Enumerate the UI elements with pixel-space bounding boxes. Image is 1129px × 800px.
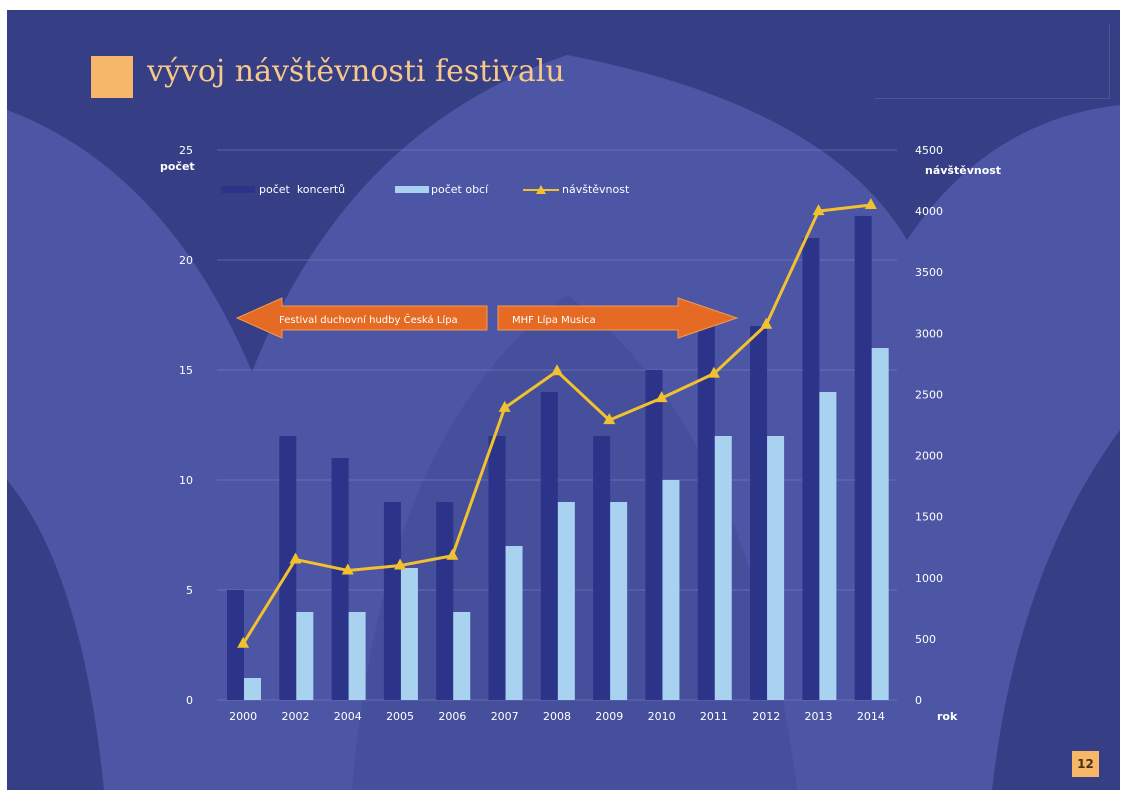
- arrow-right-musica: [497, 297, 739, 339]
- y-tick-label: 10: [179, 474, 193, 487]
- x-tick-label: 2013: [805, 710, 833, 723]
- x-tick-label: 2000: [229, 710, 257, 723]
- bar-pocet-obci: [871, 348, 889, 700]
- legend-swatch-obce: [395, 186, 429, 193]
- bar-pocet-obci: [819, 392, 837, 700]
- y-axis-title: počet: [160, 160, 195, 173]
- marker-navstevnost: [446, 548, 459, 560]
- axes: 0 5 10 15 20 25 0 500 1000 1500 2000 2500 3000 3500 40…: [179, 144, 943, 723]
- bar-pocet-obci: [610, 502, 628, 700]
- y-tick-label: 15: [179, 364, 193, 377]
- marker-navstevnost: [864, 198, 877, 209]
- legend-swatch-koncerty: [221, 186, 255, 193]
- x-tick-label: 2010: [648, 710, 676, 723]
- bar-pocet-koncertu: [854, 216, 872, 700]
- corner-rule-vertical: [1109, 24, 1110, 99]
- marker-navstevnost: [551, 364, 563, 376]
- x-tick-label: 2002: [281, 710, 309, 723]
- x-axis-title: rok: [937, 710, 958, 723]
- chart: Festival duchovní hudby Česká Lípa MHF L…: [160, 144, 1001, 723]
- bar-pocet-koncertu: [802, 238, 820, 700]
- x-tick-label: 2005: [386, 710, 414, 723]
- legend-marker-navstevnost: [536, 185, 546, 194]
- bar-pocet-obci: [767, 436, 785, 700]
- bar-pocet-obci: [453, 612, 471, 700]
- y-tick-label: 20: [179, 254, 193, 267]
- y2-tick-label: 2500: [915, 388, 943, 401]
- corner-rule: [875, 98, 1110, 99]
- x-tick-label: 2006: [438, 710, 466, 723]
- arrow-right-label: MHF Lípa Musica: [512, 314, 596, 326]
- bar-pocet-obci: [505, 546, 523, 700]
- marker-navstevnost: [341, 563, 354, 575]
- slide-title: vývoj návštěvnosti festivalu: [147, 54, 565, 89]
- marker-navstevnost: [394, 558, 407, 570]
- x-tick-label: 2009: [595, 710, 623, 723]
- bar-pocet-koncertu: [279, 436, 297, 700]
- arrow-left-festival: [235, 297, 488, 339]
- y2-tick-label: 2000: [915, 450, 943, 463]
- arrow-left-label: Festival duchovní hudby Česká Lípa: [279, 313, 458, 326]
- bar-pocet-obci: [348, 612, 366, 700]
- bar-pocet-koncertu: [227, 590, 244, 700]
- y2-tick-label: 3500: [915, 266, 943, 279]
- bar-pocet-koncertu: [331, 458, 349, 700]
- marker-navstevnost: [237, 636, 250, 648]
- marker-navstevnost: [498, 400, 511, 412]
- bar-pocet-koncertu: [383, 502, 401, 700]
- y2-tick-label: 1000: [915, 572, 943, 585]
- title-bullet-square: [91, 56, 133, 98]
- y2-axis-title: návštěvnost: [925, 164, 1001, 177]
- bar-pocet-obci: [400, 568, 418, 700]
- page-number: 12: [1072, 751, 1099, 777]
- bar-pocet-koncertu: [697, 326, 715, 700]
- bar-pocet-koncertu: [436, 502, 454, 700]
- y-tick-label: 5: [186, 584, 193, 597]
- bar-pocet-koncertu: [593, 436, 611, 700]
- y2-tick-label: 1500: [915, 511, 943, 524]
- bar-series: [227, 216, 889, 700]
- y2-tick-label: 4000: [915, 205, 943, 218]
- x-tick-label: 2014: [857, 710, 885, 723]
- y-tick-label: 25: [179, 144, 193, 157]
- bar-pocet-koncertu: [750, 326, 768, 700]
- y2-tick-label: 3000: [915, 327, 943, 340]
- line-series: [237, 198, 877, 648]
- y-tick-label: 0: [186, 694, 193, 707]
- marker-navstevnost: [603, 413, 616, 425]
- x-tick-label: 2004: [334, 710, 362, 723]
- x-tick-label: 2012: [752, 710, 780, 723]
- legend: počet koncertů počet obcí návštěvnost: [221, 183, 630, 196]
- marker-navstevnost: [760, 317, 773, 329]
- marker-navstevnost: [812, 204, 825, 216]
- bar-pocet-koncertu: [645, 370, 663, 700]
- bar-pocet-obci: [244, 678, 261, 700]
- y2-tick-label: 500: [915, 633, 936, 646]
- bar-pocet-obci: [662, 480, 680, 700]
- marker-navstevnost: [655, 391, 668, 403]
- legend-label-navstevnost: návštěvnost: [562, 183, 630, 196]
- bar-pocet-koncertu: [488, 436, 506, 700]
- marker-navstevnost: [289, 552, 302, 564]
- x-tick-label: 2011: [700, 710, 728, 723]
- marker-navstevnost: [707, 366, 720, 378]
- slide: vývoj návštěvnosti festivalu Festival du…: [7, 10, 1120, 790]
- bar-pocet-obci: [296, 612, 314, 700]
- bar-pocet-koncertu: [540, 392, 558, 700]
- bar-pocet-obci: [714, 436, 732, 700]
- y2-tick-label: 4500: [915, 144, 943, 157]
- y2-tick-label: 0: [915, 694, 922, 707]
- x-tick-label: 2008: [543, 710, 571, 723]
- legend-label-koncerty: počet koncertů: [259, 183, 345, 196]
- x-tick-label: 2007: [491, 710, 519, 723]
- legend-label-obce: počet obcí: [431, 183, 489, 196]
- bar-pocet-obci: [557, 502, 575, 700]
